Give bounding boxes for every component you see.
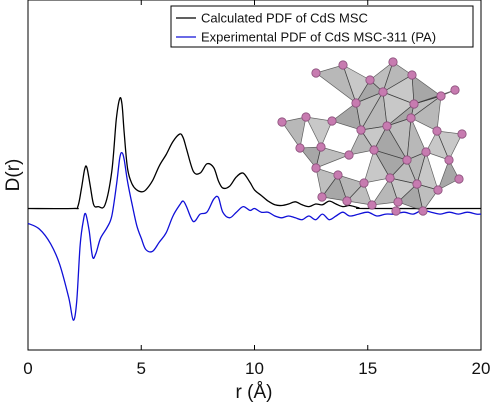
cluster-atom (359, 178, 369, 188)
cluster-atom (450, 85, 460, 95)
cluster-atom (436, 91, 446, 101)
cluster-polyhedron-face (281, 116, 307, 149)
legend-label-experimental: Experimental PDF of CdS MSC-311 (PA) (201, 30, 436, 45)
x-tick-label: 5 (137, 359, 146, 378)
cluster-atom (356, 125, 366, 135)
cluster-atom (393, 197, 403, 207)
cluster-atom (365, 75, 375, 85)
cluster-atom (402, 155, 412, 165)
cluster-atom (421, 147, 431, 157)
cluster-atom (317, 192, 327, 202)
cluster-atom (385, 173, 395, 183)
cluster-atom (333, 170, 343, 180)
cluster-atom (432, 126, 442, 136)
cluster-polyhedron-face (305, 116, 333, 148)
cluster-atom (344, 150, 354, 160)
cluster-atom (338, 60, 348, 70)
x-axis-label: r (Å) (236, 382, 273, 403)
cluster-atom (351, 98, 361, 108)
cluster-atom (454, 174, 464, 184)
cluster-polyhedron-face (425, 130, 450, 161)
cluster-atom (311, 163, 321, 173)
cluster-atom (382, 121, 392, 131)
x-axis-ticks: 0 5 10 15 20 (23, 0, 490, 378)
cluster-atom (444, 155, 454, 165)
x-tick-label: 10 (245, 359, 264, 378)
cluster-polyhedron-face (346, 182, 373, 206)
cluster-atom (457, 129, 467, 139)
cluster-atom (407, 70, 417, 80)
cluster-atom (378, 87, 388, 97)
legend-label-calculated: Calculated PDF of CdS MSC (201, 11, 368, 26)
cluster-atom (369, 145, 379, 155)
cluster-atom (277, 117, 287, 127)
cluster-atom (391, 206, 401, 216)
cluster-polyhedron-face (410, 95, 442, 132)
x-tick-label: 15 (358, 359, 377, 378)
cluster-polyhedron-face (416, 183, 439, 212)
cluster-polyhedron-face (315, 146, 351, 169)
cluster-atom (327, 116, 337, 126)
legend-box (170, 5, 474, 48)
series-line-calculated (27, 97, 482, 210)
cluster-polyhedron-face (437, 159, 460, 191)
series-line-experimental (27, 151, 482, 321)
cluster-atom (409, 99, 419, 109)
cluster-atom (295, 143, 305, 153)
cluster-atom (367, 200, 377, 210)
cluster-atom (316, 142, 326, 152)
cluster-atom (301, 112, 311, 122)
cluster-structure-inset (277, 57, 467, 216)
x-tick-label: 20 (472, 359, 491, 378)
cluster-polyhedron-face (321, 174, 348, 202)
x-tick-label: 0 (23, 359, 32, 378)
series-layer (27, 97, 482, 321)
cluster-atom (311, 68, 321, 78)
legend: Calculated PDF of CdS MSC Experimental P… (170, 5, 474, 48)
y-axis-label: D(r) (3, 159, 24, 192)
cluster-atom (412, 179, 422, 189)
cluster-atom (388, 57, 398, 67)
cluster-atom (342, 196, 352, 206)
cluster-atom (433, 185, 443, 195)
cluster-atom (418, 206, 428, 216)
cluster-atom (406, 113, 416, 123)
